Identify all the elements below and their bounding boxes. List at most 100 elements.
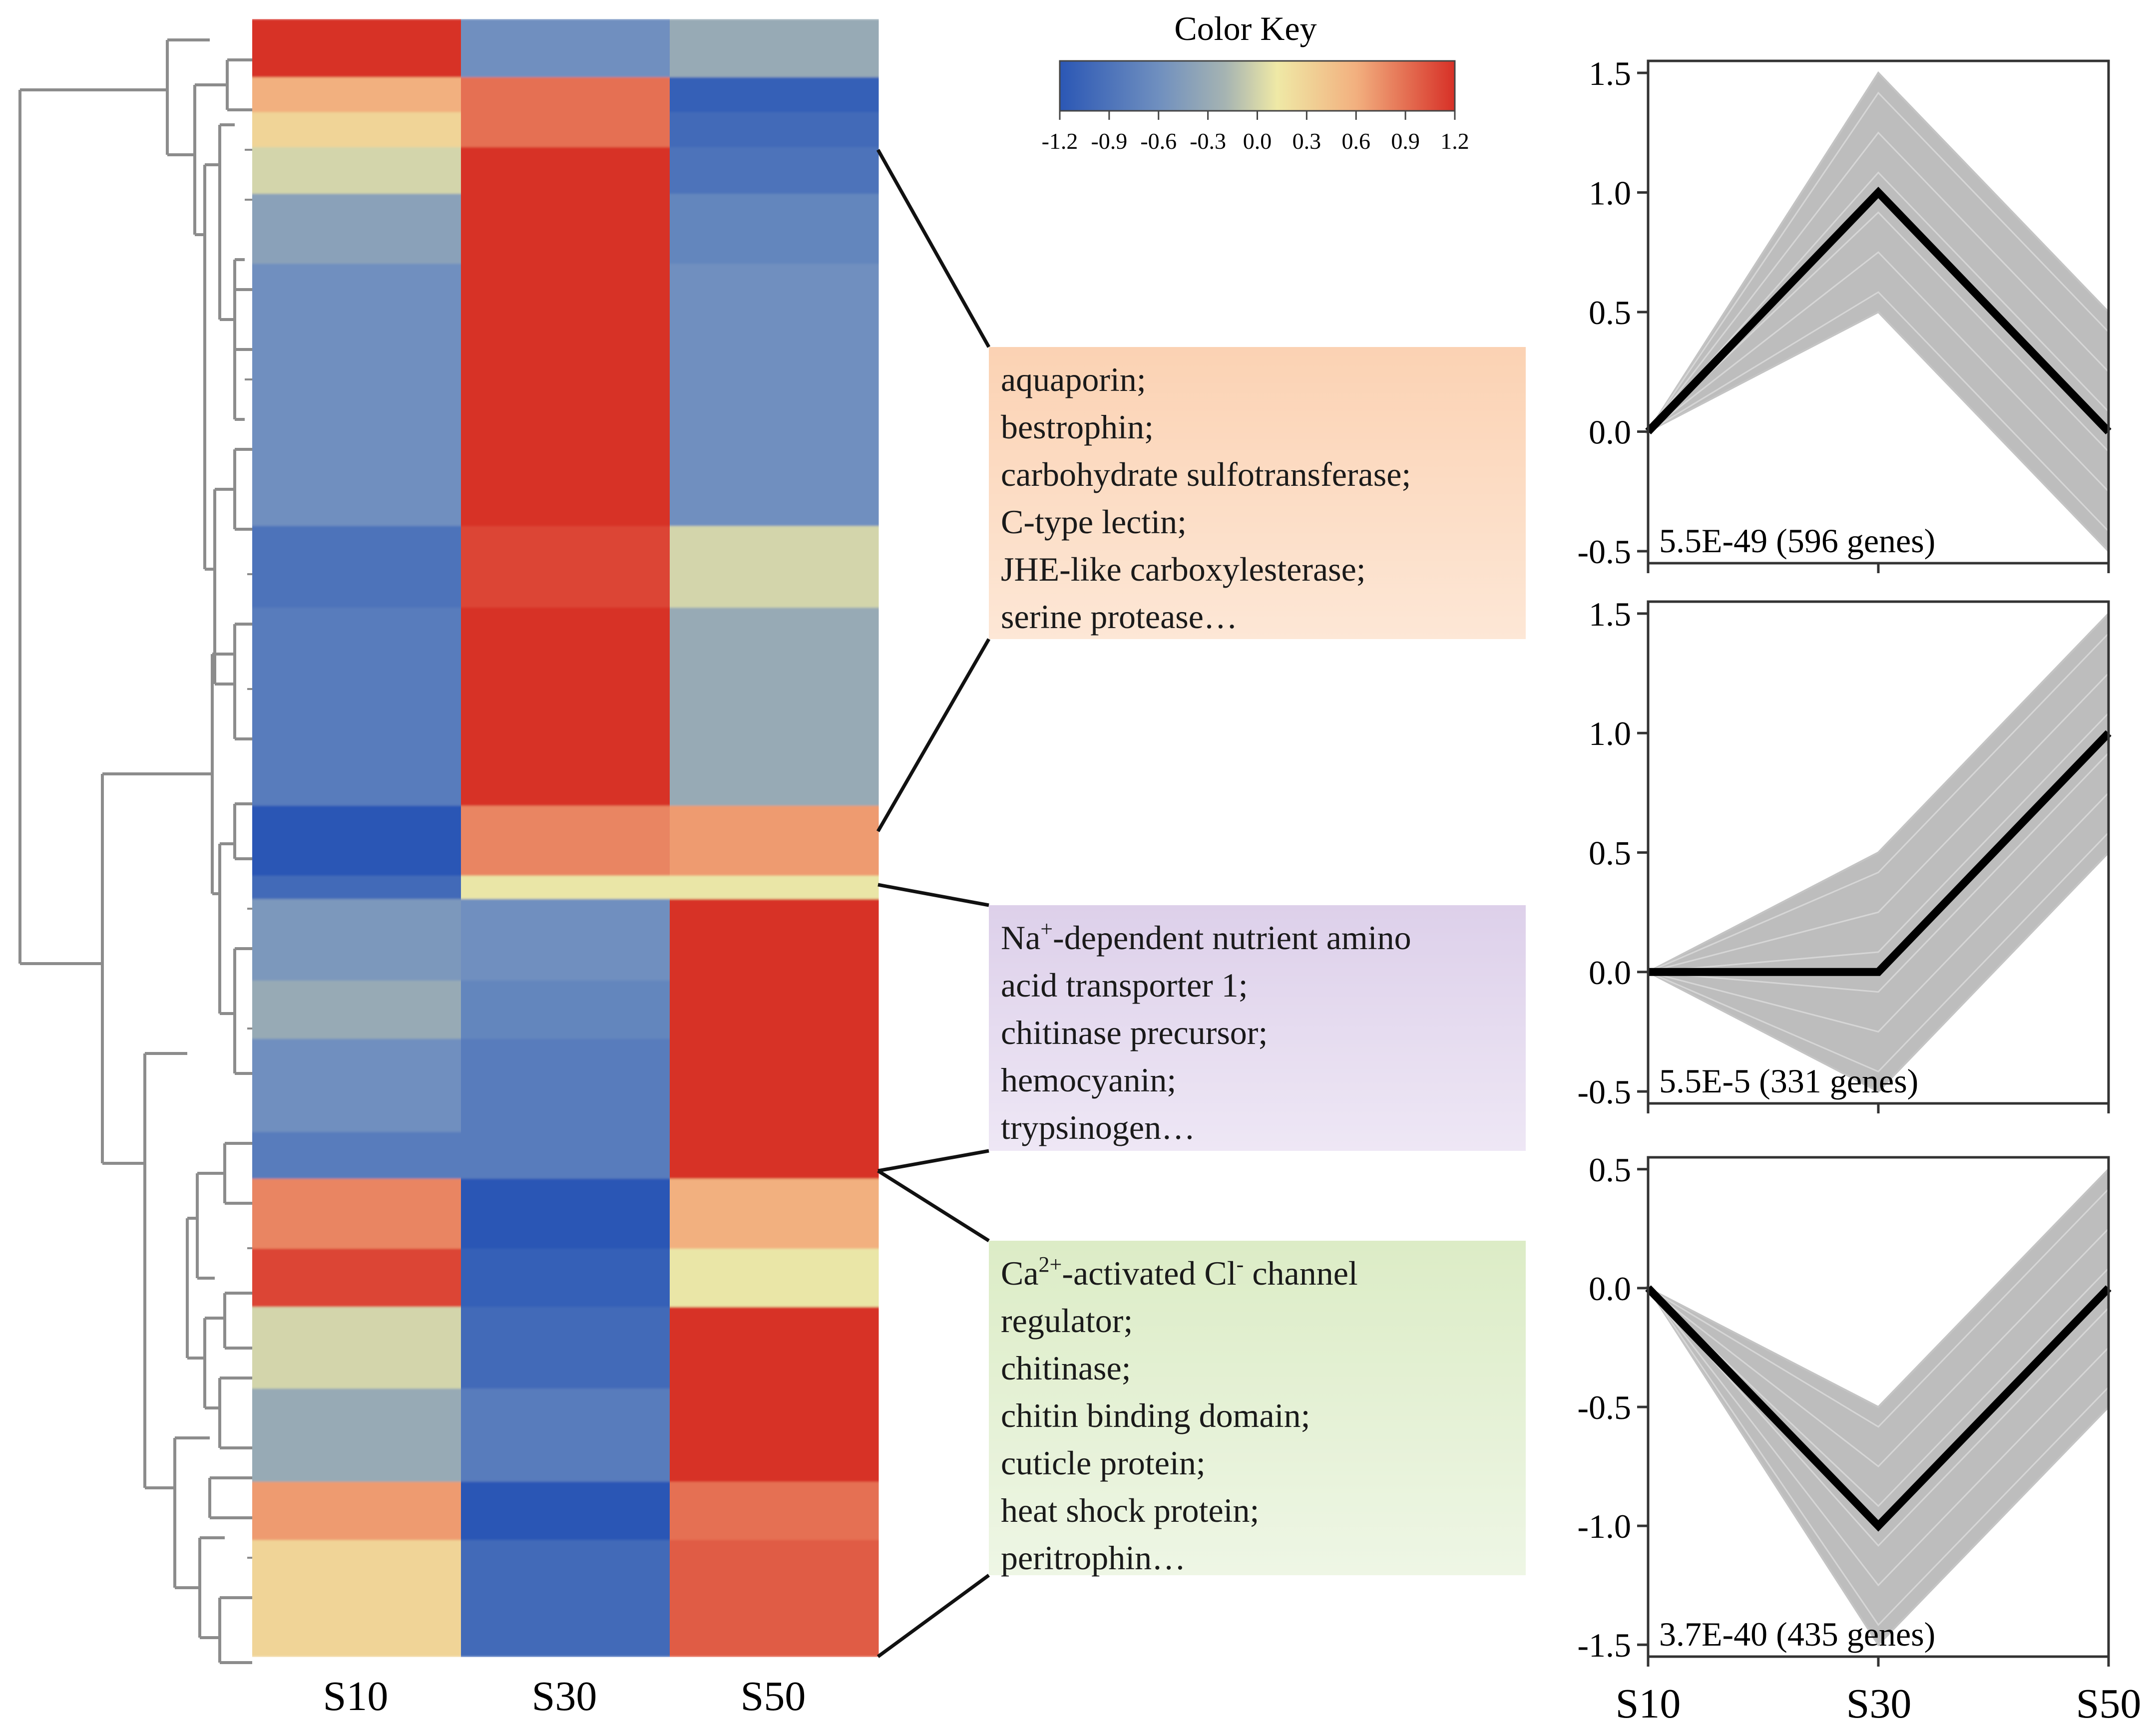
gene-profile-trace: [1648, 1228, 2110, 1468]
color-key-tick-label: 0.3: [1293, 128, 1321, 154]
heatmap-cell-s50-block-3: [670, 112, 879, 148]
gene-name: carbohydrate sulfotransferase;: [1001, 455, 1411, 493]
gene-profile-trace: [1648, 832, 2110, 1072]
color-key-tick-label: -0.6: [1140, 128, 1177, 154]
heatmap-cell-s10-block-2: [252, 77, 461, 113]
gene-profile-trace: [1648, 633, 2110, 973]
heatmap-cell-s30-block-20: [461, 1540, 670, 1657]
heatmap-cell-s10-block-12: [252, 980, 461, 1039]
heatmap-cell-s30-block-8: [461, 607, 670, 806]
gene-profile-trace: [1648, 1188, 2110, 1428]
cluster-annotation: 5.5E-5 (331 genes): [1659, 1062, 1918, 1100]
heatmap-cell-s30-block-2: [461, 77, 670, 113]
gene-name: JHE-like carboxylesterase;: [1001, 550, 1366, 588]
heatmap-cell-s10-block-11: [252, 899, 461, 981]
gene-name: serine protease…: [1001, 598, 1238, 636]
gene-profile-trace: [1648, 752, 2110, 993]
heatmap-cell-s50-block-12: [670, 980, 879, 1039]
y-tick-label: -0.5: [1577, 1073, 1631, 1111]
gene-profile-trace: [1647, 91, 2110, 432]
heatmap-cell-s50-block-7: [670, 526, 879, 608]
heatmap-cell-s30-block-18: [461, 1388, 670, 1482]
heatmap-col-label-s30: S30: [532, 1673, 597, 1720]
gene-text: Ca: [1001, 1254, 1039, 1292]
gene-box-cluster-3: Ca2+-activated Cl- channel regulator; ch…: [989, 1241, 1526, 1577]
gene-profile-trace: [1647, 1287, 2110, 1547]
heatmap-cell-s10-block-4: [252, 147, 461, 194]
heatmap-cell-s30-block-1: [461, 19, 670, 78]
heatmap-cell-s30-block-7: [461, 526, 670, 608]
heatmap-cell-s30-block-17: [461, 1307, 670, 1389]
heatmap-cell-s50-block-15: [670, 1178, 879, 1249]
heatmap-cell-s30-block-16: [461, 1248, 670, 1308]
gene-profile-trace: [1647, 1288, 2110, 1626]
gene-name: heat shock protein;: [1001, 1491, 1260, 1529]
y-tick-label: 1.0: [1589, 714, 1631, 752]
color-key-title: Color Key: [1174, 9, 1316, 47]
gene-name: regulator;: [1001, 1302, 1133, 1340]
gene-name: Na+-dependent nutrient amino: [1001, 914, 1514, 962]
gene-profile-trace: [1648, 291, 2110, 532]
y-tick-label: 0.0: [1589, 1270, 1631, 1308]
heatmap-cell-s50-block-4: [670, 147, 879, 194]
gene-profile-trace: [1647, 171, 2110, 432]
heatmap-cell-s10-block-5: [252, 194, 461, 265]
heatmap-cell-s50-block-11: [670, 899, 879, 981]
gene-profile-trace: [1648, 712, 2110, 973]
cluster-annotation: 3.7E-40 (435 genes): [1659, 1615, 1935, 1653]
cluster-panel-3: 0.5 0.0 -0.5 -1.0 -1.5 3.7E-40 (435 genes): [1577, 1151, 2112, 1667]
gene-text: Na: [1001, 919, 1041, 957]
gene-profile-trace: [1648, 251, 2110, 492]
heatmap-cell-s10-block-19: [252, 1481, 461, 1541]
heatmap-cell-s30-block-4: [461, 147, 670, 194]
heatmap-cell-s30-block-9: [461, 805, 670, 876]
heatmap-cell-s50-block-5: [670, 194, 879, 265]
gene-profile-envelope: [1645, 1166, 2110, 1647]
y-tick-label: 0.5: [1589, 294, 1631, 332]
heatmap-cell-s10-block-8: [252, 607, 461, 806]
color-key-tick-label: -1.2: [1042, 128, 1078, 154]
y-tick-label: -0.5: [1577, 1388, 1631, 1426]
gene-text: -activated Cl: [1062, 1254, 1237, 1292]
gene-profile-trace: [1648, 673, 2110, 973]
color-key-gradient-bar: [1059, 60, 1456, 112]
y-tick-label: 0.5: [1589, 1151, 1631, 1189]
mean-profile-line: [1645, 1285, 2112, 1532]
gene-name: peritrophin…: [1001, 1539, 1186, 1577]
heatmap-cell-s50-block-17: [670, 1307, 879, 1389]
heatmap-cell-s30-block-14: [461, 1132, 670, 1179]
heatmap-cell-s30-block-11: [461, 899, 670, 981]
heatmap-cell-s30-block-15: [461, 1178, 670, 1249]
gene-box-cluster-2: Na+-dependent nutrient amino acid transp…: [989, 905, 1526, 1151]
profile-x-label-s10: S10: [1616, 1681, 1681, 1727]
y-tick-label: 0.0: [1589, 954, 1631, 992]
heatmap-cell-s50-block-18: [670, 1388, 879, 1482]
heatmap-cell-s10-block-14: [252, 1132, 461, 1179]
profile-x-axis-labels: S10 S30 S50: [1616, 1681, 2142, 1727]
gene-profile-trace: [1647, 131, 2110, 432]
heatmap-cell-s50-block-1: [670, 19, 879, 78]
gene-profile-envelope: [1645, 71, 2110, 554]
connector-lines: [876, 149, 991, 1658]
heatmap-cells: [252, 19, 879, 1657]
cluster-annotation: 5.5E-49 (596 genes): [1659, 522, 1935, 560]
heatmap-cell-s10-block-16: [252, 1248, 461, 1308]
heatmap-cell-s50-block-2: [670, 77, 879, 113]
gene-name: C-type lectin;: [1001, 503, 1187, 541]
color-key-ticks: -1.2 -0.9 -0.6 -0.3 0.0 0.3 0.6 0.9 1.2: [1042, 111, 1469, 154]
heatmap-cell-s50-block-16: [670, 1248, 879, 1308]
heatmap: S10 S30 S50: [252, 19, 879, 1720]
heatmap-cell-s10-block-1: [252, 19, 461, 78]
color-key-tick-label: -0.9: [1091, 128, 1127, 154]
heatmap-cell-s10-block-17: [252, 1307, 461, 1389]
gene-text: -dependent nutrient amino: [1053, 919, 1411, 957]
heatmap-cell-s50-block-6: [670, 264, 879, 527]
gene-name: chitinase;: [1001, 1349, 1131, 1387]
heatmap-cell-s10-block-13: [252, 1039, 461, 1133]
gene-name: chitin binding domain;: [1001, 1396, 1310, 1434]
gene-text-superscript: -: [1236, 1252, 1244, 1277]
color-key-tick-label: -0.3: [1190, 128, 1226, 154]
heatmap-cell-s10-block-20: [252, 1540, 461, 1657]
heatmap-cell-s50-block-13: [670, 1039, 879, 1133]
